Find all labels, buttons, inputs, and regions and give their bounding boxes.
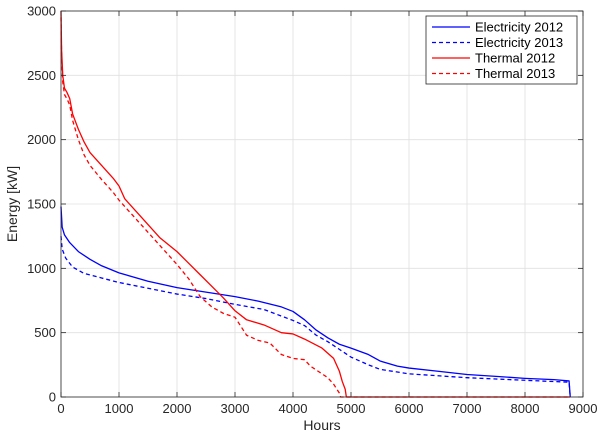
series-line-1 <box>60 236 571 398</box>
legend-label-3: Thermal 2013 <box>475 66 555 81</box>
x-tick-label: 9000 <box>569 401 597 416</box>
x-tick-label: 6000 <box>395 401 424 416</box>
series-line-3 <box>60 17 571 398</box>
x-tick-label: 1000 <box>105 401 134 416</box>
y-tick-label: 2500 <box>27 68 56 83</box>
x-tick-label: 2000 <box>163 401 192 416</box>
y-tick-label: 3000 <box>27 4 56 19</box>
x-tick-label: 7000 <box>453 401 482 416</box>
x-tick-label: 4000 <box>279 401 308 416</box>
y-axis-label: Energy [kW] <box>4 166 20 242</box>
x-tick-label: 8000 <box>511 401 540 416</box>
y-tick-label: 500 <box>34 325 56 340</box>
series-line-0 <box>60 206 571 398</box>
x-tick-label: 3000 <box>221 401 250 416</box>
legend-label-1: Electricity 2013 <box>475 35 563 50</box>
y-tick-label: 2000 <box>27 132 56 147</box>
y-tick-label: 1000 <box>27 261 56 276</box>
y-tick-label: 1500 <box>27 197 56 212</box>
y-tick-label: 0 <box>49 390 56 405</box>
legend-label-2: Thermal 2012 <box>475 51 555 66</box>
legend-label-0: Electricity 2012 <box>475 20 563 35</box>
x-tick-label: 0 <box>57 401 64 416</box>
series-lines <box>60 10 571 398</box>
x-tick-label: 5000 <box>337 401 366 416</box>
x-axis-label: Hours <box>303 417 340 433</box>
series-line-2 <box>60 10 571 398</box>
axis-ticks: 0 1000 2000 3000 4000 5000 6000 7000 8000 9000 0 50… <box>27 4 597 417</box>
